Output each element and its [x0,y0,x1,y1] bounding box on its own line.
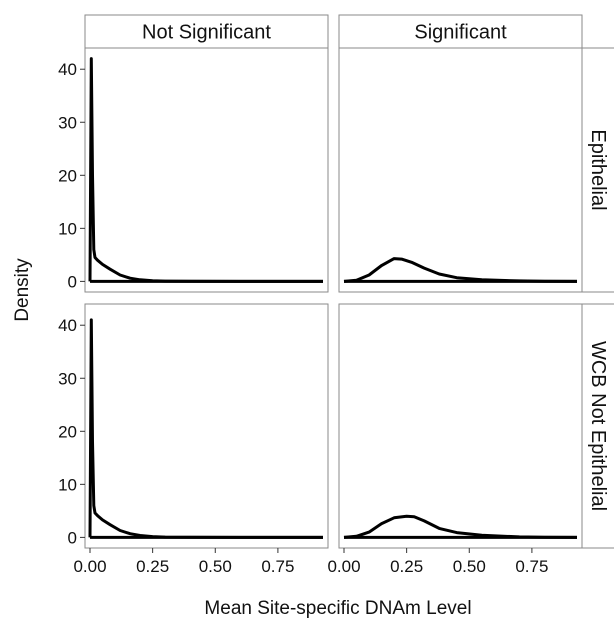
y-tick-label-epithelial-10: 10 [58,219,77,238]
panel-wcb-not-epithelial-not-significant-density-line [88,318,323,539]
y-tick-label-wcb-not-epithelial-0: 0 [68,528,77,547]
y-axis-title: Density [12,258,33,322]
plot-layer: Not Significant Significant Epithelial WCB … [58,14,614,576]
strip-label-wcb-not-epithelial: WCB Not Epithelial [587,341,609,511]
y-tick-label-epithelial-40: 40 [58,60,77,79]
y-tick-label-epithelial-0: 0 [68,272,77,291]
strip-row-epithelial [581,47,614,293]
y-tick-label-wcb-not-epithelial-20: 20 [58,422,77,441]
y-tick-label-wcb-not-epithelial-40: 40 [58,316,77,335]
x-tick-label-significant-0: 0.00 [327,557,360,576]
panel-epithelial-not-significant-density-line [88,57,323,283]
y-tick-label-epithelial-20: 20 [58,166,77,185]
panel-epithelial-significant-density-line [343,257,578,283]
strip-label-epithelial: Epithelial [587,129,609,210]
panel-wcb-not-epithelial-not-significant-frame [84,303,329,549]
strip-col-not-significant [84,14,329,49]
y-tick-label-epithelial-30: 30 [58,113,77,132]
y-tick-label-wcb-not-epithelial-30: 30 [58,369,77,388]
strip-row-wcb-not-epithelial [581,303,614,549]
panel-wcb-not-epithelial-significant-frame [338,303,583,549]
x-axis-title: Mean Site-specific DNAm Level [204,598,471,619]
y-tick-label-wcb-not-epithelial-10: 10 [58,475,77,494]
x-tick-label-significant-3: 0.75 [515,557,548,576]
panel-wcb-not-epithelial-significant-density-line [343,514,578,539]
x-tick-label-not-significant-1: 0.25 [136,557,169,576]
x-tick-label-significant-1: 0.25 [390,557,423,576]
panel-epithelial-significant-frame [338,47,583,293]
x-tick-label-not-significant-0: 0.00 [73,557,106,576]
strip-label-significant: Significant [414,22,507,44]
strip-label-not-significant: Not Significant [142,22,271,44]
panel-epithelial-not-significant-frame [84,47,329,293]
x-tick-label-significant-2: 0.50 [453,557,486,576]
x-tick-label-not-significant-2: 0.50 [199,557,232,576]
x-tick-label-not-significant-3: 0.75 [261,557,294,576]
strip-col-significant [338,14,583,49]
